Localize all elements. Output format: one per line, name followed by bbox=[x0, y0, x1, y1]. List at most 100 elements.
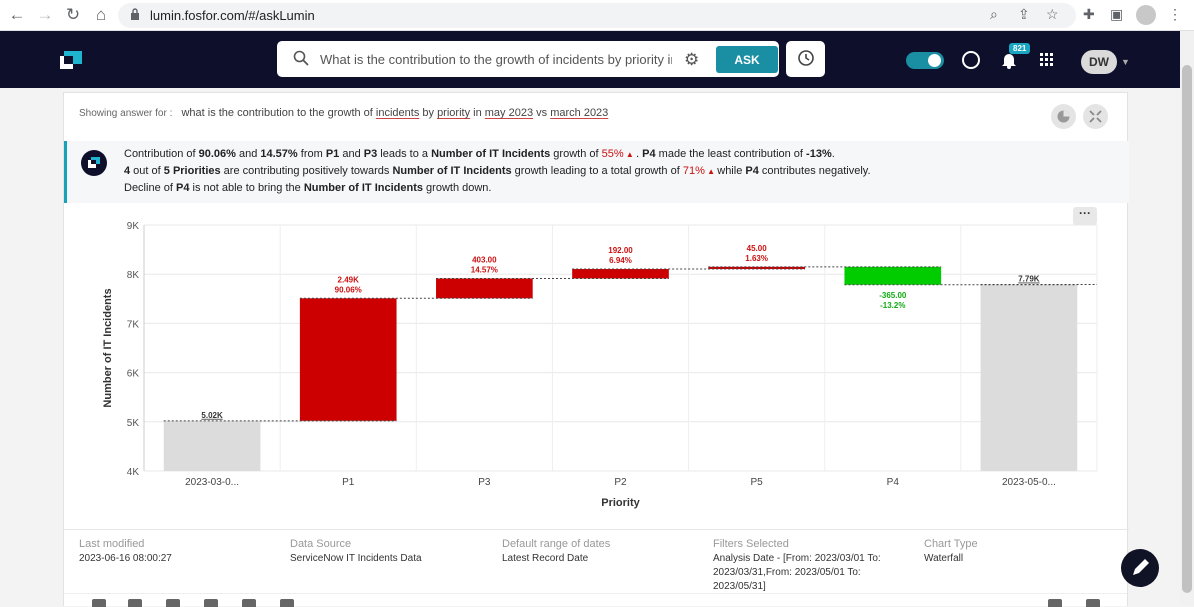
meta-field: Last modified 2023-06-16 08:00:27 bbox=[79, 538, 274, 566]
address-bar[interactable]: lumin.fosfor.com/#/askLumin ⌕ ⇪ ☆ bbox=[118, 3, 1076, 28]
sidepanel-icon[interactable]: ▣ bbox=[1110, 6, 1124, 22]
insight-text: 14.57% bbox=[260, 148, 298, 160]
forward-arrow-icon[interactable]: → bbox=[36, 5, 54, 24]
code-icon[interactable] bbox=[204, 599, 218, 607]
bar-percent-label: 1.63% bbox=[745, 254, 768, 263]
insight-text: Number of IT Incidents bbox=[303, 182, 423, 194]
insight-text: and bbox=[339, 148, 364, 160]
tag-icon[interactable] bbox=[166, 599, 180, 607]
save-icon[interactable] bbox=[128, 599, 142, 607]
x-tick-label: 2023-03-0... bbox=[185, 477, 239, 488]
expand-button[interactable] bbox=[1083, 104, 1108, 129]
question-text-part: what is the contribution to the growth o… bbox=[181, 107, 376, 119]
meta-value: Analysis Date - [From: 2023/03/01 To: 20… bbox=[713, 553, 881, 592]
y-axis-label: Number of IT Incidents bbox=[102, 288, 114, 407]
insight-text: Decline of bbox=[124, 182, 176, 194]
browser-toolbar: ← → ↻ ⌂ lumin.fosfor.com/#/askLumin ⌕ ⇪ … bbox=[0, 0, 1194, 31]
insight-text: P3 bbox=[363, 148, 378, 160]
meta-field: Filters Selected Analysis Date - [From: 2… bbox=[713, 538, 908, 594]
lumin-bot-icon bbox=[81, 150, 107, 176]
insight-text: P4 bbox=[175, 182, 190, 194]
insight-text: leads to a bbox=[377, 148, 432, 160]
search-input[interactable] bbox=[320, 47, 672, 71]
bar-value-label: 5.02K bbox=[201, 411, 223, 420]
waterfall-bar bbox=[708, 266, 805, 270]
insight-text: are contributing positively towards bbox=[220, 165, 393, 177]
x-tick-label: P2 bbox=[614, 477, 627, 488]
comment-icon[interactable] bbox=[1048, 599, 1062, 607]
profile-avatar-icon[interactable] bbox=[1136, 5, 1156, 25]
waterfall-bar bbox=[436, 278, 533, 299]
history-button[interactable] bbox=[786, 41, 825, 77]
zoom-icon[interactable]: ⌕ bbox=[990, 6, 998, 22]
mode-toggle[interactable] bbox=[906, 52, 944, 69]
kebab-menu-icon[interactable]: ⋮ bbox=[1168, 6, 1182, 22]
waterfall-chart: 4K 5K 6K 7K 8K 9K Number of IT Incidents Priori… bbox=[102, 221, 1098, 509]
waterfall-bar bbox=[844, 266, 942, 285]
x-tick-label: 2023-05-0... bbox=[1002, 477, 1056, 488]
insight-text: P4 bbox=[745, 165, 759, 177]
reload-icon[interactable]: ↻ bbox=[65, 5, 81, 24]
bell-icon[interactable] bbox=[1001, 51, 1017, 69]
bar-value-label: 2.49K bbox=[338, 275, 360, 284]
lumin-logo-icon[interactable] bbox=[60, 51, 82, 69]
insight-text: 4 bbox=[124, 165, 131, 177]
insight-text: from bbox=[297, 148, 326, 160]
add-icon[interactable] bbox=[1086, 599, 1100, 607]
question-keyword[interactable]: incidents bbox=[375, 107, 420, 119]
meta-value: Latest Record Date bbox=[502, 553, 589, 564]
question-keyword[interactable]: may 2023 bbox=[484, 107, 534, 119]
app-header: ⚙ ASK 821 DW ▼ bbox=[0, 31, 1180, 88]
bar-percent-label: 14.57% bbox=[471, 265, 498, 274]
share-icon[interactable]: ⇪ bbox=[1018, 6, 1030, 22]
insight-text: growth of bbox=[550, 148, 602, 160]
bar-value-label: 7.79K bbox=[1018, 275, 1040, 284]
insight-text: P4 bbox=[642, 148, 656, 160]
x-tick-label: P4 bbox=[887, 477, 900, 488]
settings-gear-icon[interactable]: ⚙ bbox=[684, 50, 700, 69]
insight-text: growth down. bbox=[423, 182, 492, 194]
bookmark-star-icon[interactable]: ☆ bbox=[1046, 6, 1059, 22]
meta-field: Data Source ServiceNow IT Incidents Data bbox=[290, 538, 485, 566]
waterfall-bar bbox=[572, 269, 669, 279]
user-avatar[interactable]: DW bbox=[1081, 50, 1117, 74]
question-keyword[interactable]: priority bbox=[437, 107, 471, 119]
apps-grid-icon[interactable] bbox=[1040, 53, 1054, 67]
question-text-part: in bbox=[470, 107, 485, 119]
pie-chart-icon bbox=[1057, 110, 1070, 123]
question-keyword[interactable]: march 2023 bbox=[550, 107, 609, 119]
scrollbar-thumb[interactable] bbox=[1182, 65, 1192, 593]
insight-text: Number of IT Incidents bbox=[431, 148, 551, 160]
page-scrollbar[interactable] bbox=[1180, 31, 1194, 606]
x-tick-label: P5 bbox=[751, 477, 764, 488]
up-triangle-icon: ▲ bbox=[623, 150, 637, 159]
insight-text: and bbox=[235, 148, 261, 160]
chart-type-button[interactable] bbox=[1051, 104, 1076, 129]
chevron-down-icon[interactable]: ▼ bbox=[1121, 57, 1130, 67]
question-summary: Showing answer for : what is the contrib… bbox=[79, 107, 608, 119]
x-tick-label: P1 bbox=[342, 477, 355, 488]
ask-button[interactable]: ASK bbox=[716, 46, 778, 73]
y-tick-label: 8K bbox=[127, 270, 140, 281]
sql-icon[interactable] bbox=[280, 599, 294, 607]
insight-text: 71% bbox=[682, 165, 705, 177]
x-tick-label: P3 bbox=[478, 477, 491, 488]
insight-text: 5 Priorities bbox=[163, 165, 221, 177]
bar-percent-label: 6.94% bbox=[609, 256, 632, 265]
insight-text: is not able to bring the bbox=[189, 182, 304, 194]
question-text-part: by bbox=[419, 107, 438, 119]
more-options-button[interactable]: ··· bbox=[1073, 207, 1097, 225]
list-icon[interactable] bbox=[242, 599, 256, 607]
meta-heading: Chart Type bbox=[924, 538, 978, 550]
pencil-icon bbox=[1133, 559, 1149, 575]
compass-icon[interactable] bbox=[962, 51, 980, 69]
back-arrow-icon[interactable]: ← bbox=[8, 5, 26, 24]
share-icon[interactable] bbox=[92, 599, 106, 607]
home-icon[interactable]: ⌂ bbox=[95, 5, 107, 24]
metadata-footer: Last modified 2023-06-16 08:00:27 Data Sou… bbox=[64, 529, 1129, 607]
extensions-icon[interactable]: ✚ bbox=[1083, 6, 1095, 22]
bottom-toolbar bbox=[64, 593, 1127, 607]
question-text-part: vs bbox=[533, 107, 551, 119]
insight-text: . bbox=[831, 148, 835, 160]
edit-button[interactable] bbox=[1121, 549, 1159, 587]
